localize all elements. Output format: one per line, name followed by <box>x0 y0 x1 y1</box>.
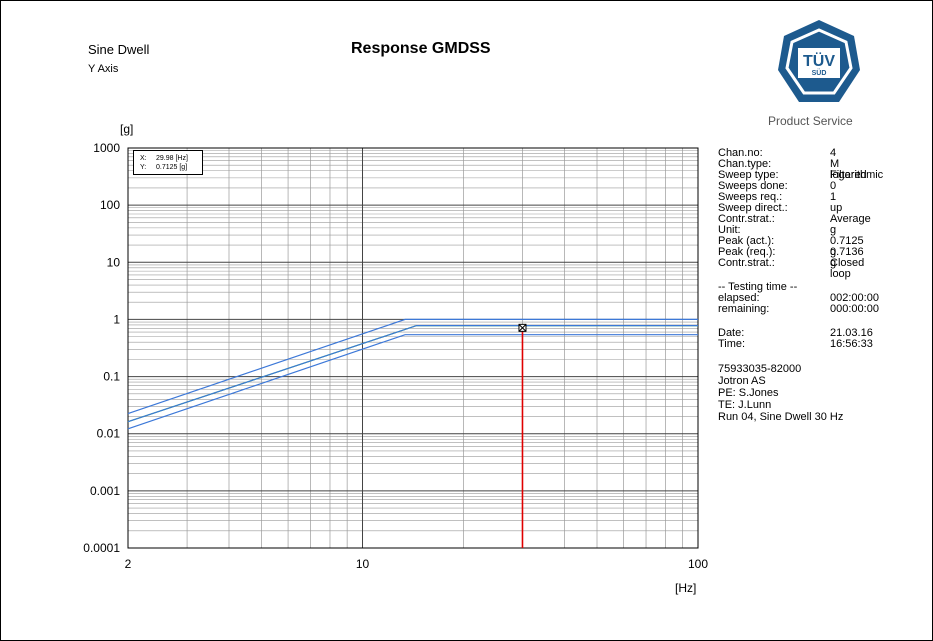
param-value: 1 <box>830 191 837 203</box>
param-row: Chan.no: 4 <box>718 148 843 159</box>
param-value: logarithmic <box>830 169 884 181</box>
logo-text: TÜV <box>803 51 835 70</box>
axis-name-label: Y Axis <box>88 63 119 75</box>
testing-header-text: -- Testing time -- <box>718 281 798 293</box>
param-value: 0.7136 g <box>830 246 864 269</box>
y-tick-label: 0.0001 <box>83 541 120 555</box>
param-value: 4 <box>830 147 837 159</box>
y-tick-label: 10 <box>107 255 121 269</box>
param-value: 0.7125 g <box>830 235 864 258</box>
tick-labels: 0.0001 0.001 0.01 0.1 1 10 100 1000 2 10 100 <box>83 141 708 571</box>
logo-ring <box>785 28 853 95</box>
x-axis-label: [Hz] <box>675 581 696 595</box>
cursor-y-value: 0.7125 [g] <box>156 164 188 171</box>
datetime-key: Date: <box>718 327 745 339</box>
testing-value: 002:00:00 <box>830 292 879 304</box>
testing-header: -- Testing time -- <box>718 282 843 293</box>
param-row: Chan.type: M Filtered <box>718 158 867 181</box>
datetime-row: Time: 16:56:33 <box>718 338 873 350</box>
logo-subtext: SÜD <box>812 68 827 77</box>
testing-list: elapsed: 002:00:00 remaining: 000:00:00 <box>718 292 879 315</box>
param-key: Chan.no: <box>718 147 763 159</box>
tuv-logo: TÜV SÜD <box>778 20 860 102</box>
marker-layer <box>518 323 527 548</box>
param-row: Sweeps done: 0 <box>718 181 843 192</box>
testing-key: elapsed: <box>718 292 760 304</box>
y-tick-label: 100 <box>100 198 120 212</box>
param-value: 0 <box>830 180 837 192</box>
param-value: g <box>830 224 837 236</box>
testing-value: 000:00:00 <box>830 303 879 315</box>
logo-caption: Product Service <box>768 114 853 128</box>
series-layer <box>127 318 698 430</box>
test-info-panel: Chan.no: 4 Chan.type: M Filtered Sweep type:… <box>718 148 883 424</box>
cursor-y-label: Y: <box>140 164 147 171</box>
series-line-3 <box>127 325 698 423</box>
datetime-key: Time: <box>718 338 746 350</box>
param-key: Sweep direct.: <box>718 202 788 214</box>
param-row: Sweep type: logarithmic <box>718 169 883 181</box>
plot-frame <box>127 147 699 549</box>
testing-row: elapsed: 002:00:00 <box>718 292 879 304</box>
x-tick-label: 2 <box>125 557 132 571</box>
chart-title: Response GMDSS <box>351 40 491 57</box>
cursor-marker-cross <box>518 323 527 332</box>
param-key: Peak (act.): <box>718 235 775 247</box>
param-key: Unit: <box>718 224 741 236</box>
notes-block: 75933035-82000 Jotron AS PE: S.Jones TE: J.… <box>718 363 843 423</box>
note-line: TE: J.Lunn <box>718 399 772 411</box>
param-value: M Filtered <box>830 158 867 181</box>
param-row: Sweeps req.: 1 <box>718 192 843 203</box>
param-row: Unit: g <box>718 225 843 236</box>
note-line: 75933035-82000 <box>718 363 802 375</box>
series-line-1 <box>127 318 698 415</box>
test-type-label: Sine Dwell <box>88 42 150 57</box>
param-key: Sweep type: <box>718 169 779 181</box>
datetime-value: 21.03.16 <box>830 327 873 339</box>
grid-minor <box>127 148 698 548</box>
param-key: Contr.strat.: <box>718 257 775 269</box>
y-tick-label: 0.01 <box>97 427 121 441</box>
x-tick-label: 100 <box>688 557 708 571</box>
cursor-x-value: 29.98 [Hz] <box>156 155 188 162</box>
logo-plate <box>798 48 840 78</box>
param-value: up <box>830 202 843 214</box>
note-line: Run 04, Sine Dwell 30 Hz <box>718 411 844 423</box>
param-key: Peak (req.): <box>718 246 776 258</box>
series-line-2 <box>127 334 698 430</box>
param-key: Sweeps req.: <box>718 191 783 203</box>
param-row: Peak (act.): 0.7125 g <box>718 235 864 258</box>
note-line: Jotron AS <box>718 375 766 387</box>
x-tick-label: 10 <box>356 557 370 571</box>
cursor-readout: X: 29.98 [Hz] Y: 0.7125 [g] <box>133 150 203 175</box>
param-row: Contr.strat.: Closed loop <box>718 257 864 280</box>
params-list: Chan.no: 4 Chan.type: M Filtered Sweep type:… <box>718 148 883 280</box>
datetime-list: Date: 21.03.16 Time: 16:56:33 <box>718 327 873 350</box>
cursor-x-label: X: <box>140 155 147 162</box>
series-line-4 <box>127 325 698 423</box>
note-line: PE: S.Jones <box>718 387 779 399</box>
y-tick-label: 0.1 <box>103 370 120 384</box>
datetime-row: Date: 21.03.16 <box>718 327 873 339</box>
param-key: Contr.strat.: <box>718 213 775 225</box>
param-key: Chan.type: <box>718 158 772 170</box>
param-row: Peak (req.): 0.7136 g <box>718 246 864 269</box>
y-tick-label: 0.001 <box>90 484 120 498</box>
y-axis-label: [g] <box>120 122 133 136</box>
y-tick-label: 1 <box>113 312 120 326</box>
param-value: Closed loop <box>830 257 865 280</box>
y-tick-label: 1000 <box>93 141 120 155</box>
datetime-value: 16:56:33 <box>830 338 873 350</box>
param-row: Contr.strat.: Average <box>718 213 871 225</box>
testing-key: remaining: <box>718 303 770 315</box>
param-key: Sweeps done: <box>718 180 788 192</box>
param-row: Sweep direct.: up <box>718 203 843 214</box>
param-value: Average <box>830 213 871 225</box>
testing-row: remaining: 000:00:00 <box>718 303 879 315</box>
